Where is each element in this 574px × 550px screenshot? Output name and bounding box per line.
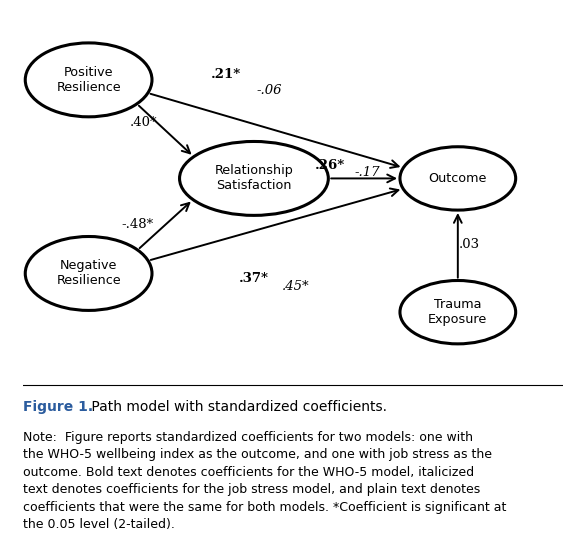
Ellipse shape — [400, 147, 515, 210]
Ellipse shape — [25, 43, 152, 117]
Ellipse shape — [180, 141, 328, 216]
Text: Path model with standardized coefficients.: Path model with standardized coefficient… — [87, 400, 387, 414]
Text: -.48*: -.48* — [121, 218, 153, 232]
Text: Positive
Resilience: Positive Resilience — [56, 66, 121, 94]
Text: .03: .03 — [458, 238, 479, 251]
Text: .40*: .40* — [130, 116, 157, 129]
Text: -.06: -.06 — [257, 84, 282, 97]
Text: -.17: -.17 — [354, 166, 379, 179]
Text: Outcome: Outcome — [429, 172, 487, 185]
Text: Figure 1.: Figure 1. — [23, 400, 93, 414]
Text: .37*: .37* — [239, 272, 269, 285]
Text: Negative
Resilience: Negative Resilience — [56, 260, 121, 288]
Text: Trauma
Exposure: Trauma Exposure — [428, 298, 487, 326]
Ellipse shape — [25, 236, 152, 310]
Text: .26*: .26* — [315, 159, 345, 172]
Text: .21*: .21* — [211, 68, 242, 81]
Text: Note:  Figure reports standardized coefficients for two models: one with
the WHO: Note: Figure reports standardized coeffi… — [23, 431, 506, 531]
Ellipse shape — [400, 280, 515, 344]
Text: Relationship
Satisfaction: Relationship Satisfaction — [215, 164, 293, 192]
Text: .45*: .45* — [281, 280, 309, 293]
